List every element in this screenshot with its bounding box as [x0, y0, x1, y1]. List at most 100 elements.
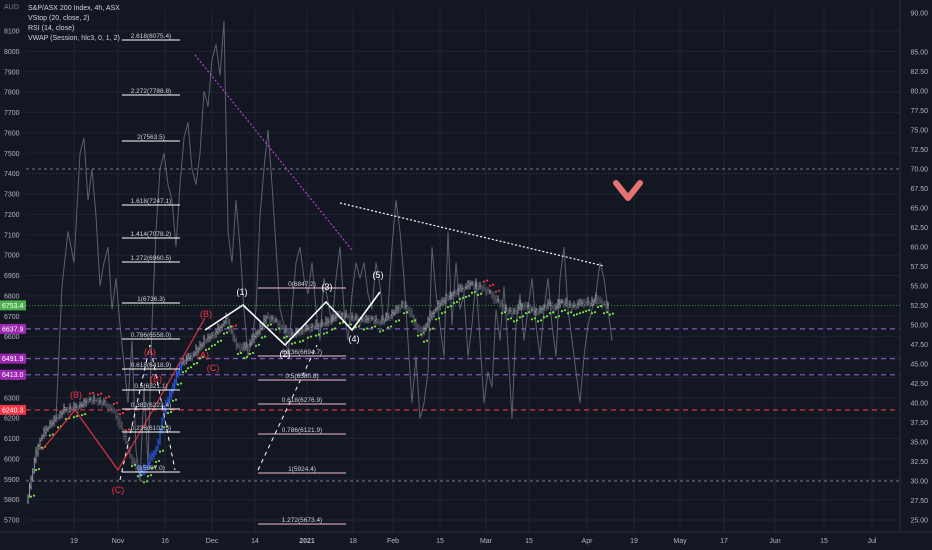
left-tick-label: 7100 — [4, 232, 20, 239]
vstop-dot — [443, 311, 447, 314]
grid-lines — [26, 10, 900, 532]
vstop-dot — [195, 362, 199, 365]
fib-label-left: 0.382(6223.4) — [131, 402, 171, 409]
vstop-dot — [479, 292, 483, 295]
vstop-dot — [542, 316, 546, 319]
descending-trendline-white — [339, 202, 605, 267]
vstop-dot — [527, 311, 531, 314]
vstop-dot — [354, 326, 358, 329]
time-tick-label: Jul — [868, 538, 877, 545]
vstop-dot — [378, 330, 382, 333]
wave-label-white: (2) — [280, 349, 291, 359]
horizontal-levels — [26, 168, 900, 482]
right-tick-label: 57.50 — [910, 264, 928, 271]
vstop-dot — [503, 311, 507, 314]
vstop-dot — [145, 480, 149, 483]
indicator-rsi[interactable]: RSI (14, close) — [28, 25, 75, 32]
left-tick-label: 7600 — [4, 130, 20, 137]
vstop-dot — [608, 313, 612, 316]
vstop-dot — [611, 312, 615, 315]
vstop-dot — [32, 494, 36, 497]
vstop-dot — [158, 450, 162, 453]
vstop-dot — [184, 370, 188, 373]
vstop-dot — [121, 411, 125, 415]
fib-label-right: 0.618(6276.9) — [282, 397, 322, 404]
left-tick-label: 6800 — [4, 293, 20, 300]
vstop-dot — [389, 325, 393, 328]
vstop-dot — [530, 318, 534, 321]
left-price-axis[interactable]: 8100 8000 7900 7800 7700 7600 7500 7400 7300 7200… — [4, 29, 20, 525]
vstop-dot — [500, 312, 504, 315]
right-rsi-axis[interactable]: 90.00 85.00 82.50 80.00 77.50 75.00 72.50 70.00… — [899, 0, 928, 532]
vstop-dot — [293, 341, 297, 344]
vstop-dot — [602, 312, 606, 315]
chart-title[interactable]: S&P/ASX 200 Index, 4h, ASX — [28, 5, 120, 12]
wave-label-white: (4) — [349, 334, 360, 344]
right-tick-label: 85.00 — [910, 50, 928, 57]
vstop-dot — [166, 411, 170, 415]
vstop-dot — [551, 311, 555, 314]
vstop-dot — [452, 301, 456, 305]
fib-label-left: 1.272(6960.5) — [131, 255, 171, 262]
right-tick-label: 55.00 — [910, 284, 928, 291]
vstop-dot — [48, 434, 52, 437]
vstop-dot — [413, 319, 417, 322]
vstop-dot — [176, 383, 180, 386]
fib-label-left: 1.414(7078.2) — [131, 231, 171, 238]
vstop-dot — [563, 309, 567, 312]
vstop-dot — [96, 393, 100, 396]
vstop-dot — [201, 355, 205, 359]
vstop-dot — [494, 290, 498, 293]
vstop-dot — [362, 328, 366, 331]
right-tick-label: 27.50 — [910, 498, 928, 505]
fib-label-left: 0.5(6321.1) — [134, 383, 167, 390]
price-label-text: 6491.9 — [2, 356, 24, 363]
right-tick-label: 47.50 — [910, 342, 928, 349]
vstop-dot — [260, 336, 264, 339]
wave-label-white: (1) — [237, 287, 248, 297]
price-label-text: 6753.4 — [2, 303, 24, 310]
vstop-dot — [509, 317, 513, 320]
right-tick-label: 77.50 — [910, 108, 928, 115]
price-label-text: 6240.3 — [2, 407, 24, 414]
vstop-dot — [539, 319, 543, 322]
vstop-dot — [521, 315, 525, 318]
vstop-dot — [485, 279, 489, 282]
time-tick-label: Mar — [480, 538, 493, 545]
vstop-dot — [186, 367, 190, 370]
vstop-dot — [88, 392, 92, 395]
vstop-dot — [153, 465, 157, 469]
vstop-dot — [317, 333, 321, 336]
vstop-dot — [149, 474, 153, 477]
rsi-path — [55, 20, 613, 482]
vstop-dot — [269, 323, 273, 326]
vstop-dot — [566, 312, 570, 315]
indicator-vstop[interactable]: VStop (20, close, 2) — [28, 15, 90, 22]
time-tick-label: 15 — [525, 538, 533, 545]
vstop-dot — [314, 334, 318, 337]
currency-label: AUD — [4, 4, 19, 11]
vstop-dot — [512, 320, 516, 323]
vstop-dot — [584, 310, 588, 313]
vstop-dot — [405, 311, 409, 314]
vstop-dot — [309, 335, 313, 338]
projection-line-left — [119, 344, 176, 481]
right-tick-label: 37.50 — [910, 420, 928, 427]
left-tick-label: 6000 — [4, 456, 20, 463]
vstop-dot — [298, 340, 302, 343]
indicator-vwap[interactable]: VWAP (Session, hlc3, 0, 1, 2) — [28, 35, 120, 42]
right-tick-label: 80.00 — [910, 89, 928, 96]
right-tick-label: 30.00 — [910, 479, 928, 486]
vstop-dot — [133, 463, 137, 467]
vstop-dot — [34, 468, 38, 472]
vstop-dot — [179, 382, 183, 385]
vstop-dot — [213, 343, 217, 346]
fib-label-left: 1.618(7247.1) — [131, 198, 171, 205]
vstop-dot — [225, 331, 229, 334]
time-axis[interactable]: 19 Nov 16 Dec 14 2021 18 Feb 15 Mar 15 Apr 19 May 17 Ju… — [0, 531, 932, 545]
vstop-dot — [290, 342, 294, 345]
vstop-dot — [130, 464, 134, 468]
vstop-dot — [112, 402, 116, 405]
vstop-dot — [72, 416, 76, 419]
